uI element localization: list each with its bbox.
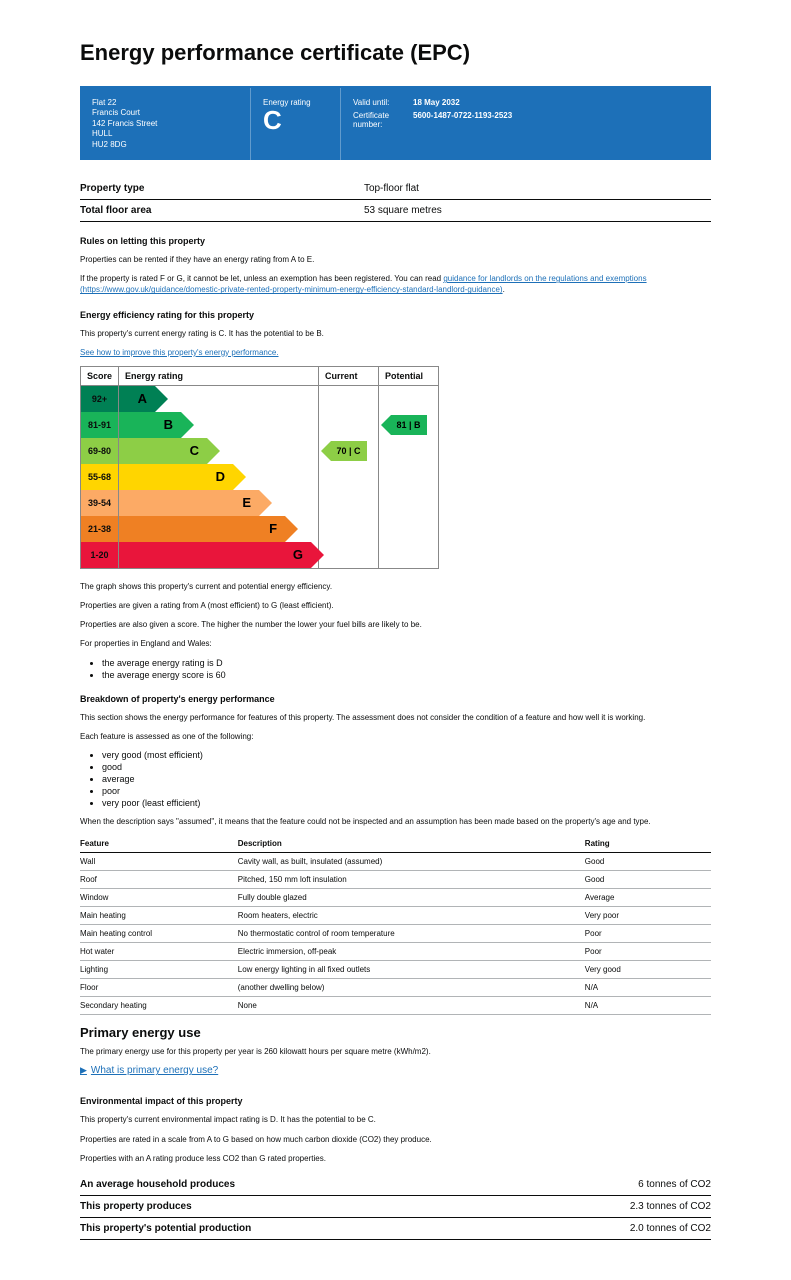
page-title: Energy performance certificate (EPC)	[80, 40, 711, 66]
efficiency-heading: Energy efficiency rating for this proper…	[80, 310, 711, 320]
band-score: 69-80	[81, 438, 119, 464]
env-row: This property produces2.3 tonnes of CO2	[80, 1195, 711, 1217]
assessment-list: very good (most efficient) good average poo…	[80, 750, 711, 808]
band-score: 21-38	[81, 516, 119, 542]
address-block: Flat 22Francis Court142 Francis StreetHU…	[80, 88, 250, 160]
summary-table: Property typeTop-floor flatTotal floor a…	[80, 178, 711, 222]
triangle-icon: ▶	[80, 1065, 87, 1075]
env-p3: Properties with an A rating produce less…	[80, 1153, 711, 1164]
efficiency-p1: This property's current energy rating is…	[80, 328, 711, 339]
breakdown-p2: Each feature is assessed as one of the f…	[80, 731, 711, 742]
breakdown-heading: Breakdown of property's energy performan…	[80, 694, 711, 704]
letting-heading: Rules on letting this property	[80, 236, 711, 246]
list-item: good	[102, 762, 711, 772]
band-score: 55-68	[81, 464, 119, 490]
potential-col	[379, 516, 439, 542]
breakdown-p1: This section shows the energy performanc…	[80, 712, 711, 723]
feat-h-desc: Description	[238, 835, 585, 853]
band-bar-E: E.bar[data-name='band-bar-E']::after{bor…	[119, 490, 259, 516]
rating-chart: Score Energy rating Current Potential 92…	[80, 366, 439, 569]
potential-col	[379, 490, 439, 516]
env-heading: Environmental impact of this property	[80, 1096, 711, 1106]
letting-p2: If the property is rated F or G, it cann…	[80, 273, 711, 295]
primary-disclosure[interactable]: ▶What is primary energy use?	[80, 1065, 711, 1076]
chart-note-2: Properties are given a rating from A (mo…	[80, 600, 711, 611]
epc-page: Energy performance certificate (EPC) Fla…	[0, 0, 791, 1280]
band-bar-D: D.bar[data-name='band-bar-D']::after{bor…	[119, 464, 233, 490]
current-col	[319, 464, 379, 490]
band-score: 81-91	[81, 412, 119, 438]
band-score: 39-54	[81, 490, 119, 516]
feature-row: Main heatingRoom heaters, electricVery p…	[80, 907, 711, 925]
current-col	[319, 412, 379, 438]
current-col	[319, 490, 379, 516]
current-col	[319, 385, 379, 412]
header-panel: Flat 22Francis Court142 Francis StreetHU…	[80, 88, 711, 160]
rating-value: C	[263, 107, 328, 133]
cert-number-value: 5600-1487-0722-1193-2523	[413, 111, 512, 129]
feature-row: LightingLow energy lighting in all fixed…	[80, 961, 711, 979]
chart-h-rating: Energy rating	[119, 366, 319, 385]
energy-rating-box: Energy rating C	[250, 88, 340, 160]
feature-row: RoofPitched, 150 mm loft insulationGood	[80, 871, 711, 889]
band-score: 1-20	[81, 542, 119, 569]
feat-h-feature: Feature	[80, 835, 238, 853]
potential-col	[379, 438, 439, 464]
primary-heading: Primary energy use	[80, 1025, 711, 1040]
current-col	[319, 542, 379, 569]
list-item: the average energy score is 60	[102, 670, 711, 680]
current-tag: .tag[data-name='current-tag']::before{bo…	[331, 441, 367, 461]
band-bar-C: C.bar[data-name='band-bar-C']::after{bor…	[119, 438, 207, 464]
chart-note-4: For properties in England and Wales:	[80, 638, 711, 649]
band-bar-B: B.bar[data-name='band-bar-B']::after{bor…	[119, 412, 181, 438]
list-item: average	[102, 774, 711, 784]
band-bar-A: A.bar[data-name='band-bar-A']::after{bor…	[119, 386, 155, 412]
summary-key: Total floor area	[80, 199, 364, 221]
potential-col: .tag[data-name='potential-tag']::before{…	[379, 412, 439, 438]
band-bar-F: F.bar[data-name='band-bar-F']::after{bor…	[119, 516, 285, 542]
potential-col	[379, 542, 439, 569]
chart-note-1: The graph shows this property's current …	[80, 581, 711, 592]
env-p1: This property's current environmental im…	[80, 1114, 711, 1125]
potential-tag: .tag[data-name='potential-tag']::before{…	[391, 415, 427, 435]
feature-row: WallCavity wall, as built, insulated (as…	[80, 853, 711, 871]
primary-p1: The primary energy use for this property…	[80, 1046, 711, 1057]
avg-list: the average energy rating is D the averag…	[80, 658, 711, 680]
feature-row: Main heating controlNo thermostatic cont…	[80, 925, 711, 943]
cert-number-label: Certificate number:	[353, 111, 413, 129]
letting-p1: Properties can be rented if they have an…	[80, 254, 711, 265]
feature-row: WindowFully double glazedAverage	[80, 889, 711, 907]
feature-row: Hot waterElectric immersion, off-peakPoo…	[80, 943, 711, 961]
summary-val: 53 square metres	[364, 199, 711, 221]
chart-h-potential: Potential	[379, 366, 439, 385]
env-row: This property's potential production2.0 …	[80, 1217, 711, 1239]
valid-until-label: Valid until:	[353, 98, 413, 107]
current-col	[319, 516, 379, 542]
current-col: .tag[data-name='current-tag']::before{bo…	[319, 438, 379, 464]
env-table: An average household produces6 tonnes of…	[80, 1174, 711, 1240]
summary-val: Top-floor flat	[364, 178, 711, 200]
potential-col	[379, 385, 439, 412]
improve-link[interactable]: See how to improve this property's energ…	[80, 348, 279, 357]
summary-key: Property type	[80, 178, 364, 200]
features-table: Feature Description Rating WallCavity wa…	[80, 835, 711, 1015]
list-item: the average energy rating is D	[102, 658, 711, 668]
feature-row: Secondary heatingNoneN/A	[80, 997, 711, 1015]
chart-h-score: Score	[81, 366, 119, 385]
feature-row: Floor(another dwelling below)N/A	[80, 979, 711, 997]
cert-meta: Valid until: 18 May 2032 Certificate num…	[340, 88, 711, 160]
breakdown-p3: When the description says "assumed", it …	[80, 816, 711, 827]
env-p2: Properties are rated in a scale from A t…	[80, 1134, 711, 1145]
list-item: very poor (least efficient)	[102, 798, 711, 808]
feat-h-rating: Rating	[585, 835, 711, 853]
valid-until-value: 18 May 2032	[413, 98, 460, 107]
env-row: An average household produces6 tonnes of…	[80, 1174, 711, 1196]
potential-col	[379, 464, 439, 490]
chart-h-current: Current	[319, 366, 379, 385]
chart-note-3: Properties are also given a score. The h…	[80, 619, 711, 630]
band-bar-G: G.bar[data-name='band-bar-G']::after{bor…	[119, 542, 311, 568]
list-item: very good (most efficient)	[102, 750, 711, 760]
list-item: poor	[102, 786, 711, 796]
band-score: 92+	[81, 385, 119, 412]
